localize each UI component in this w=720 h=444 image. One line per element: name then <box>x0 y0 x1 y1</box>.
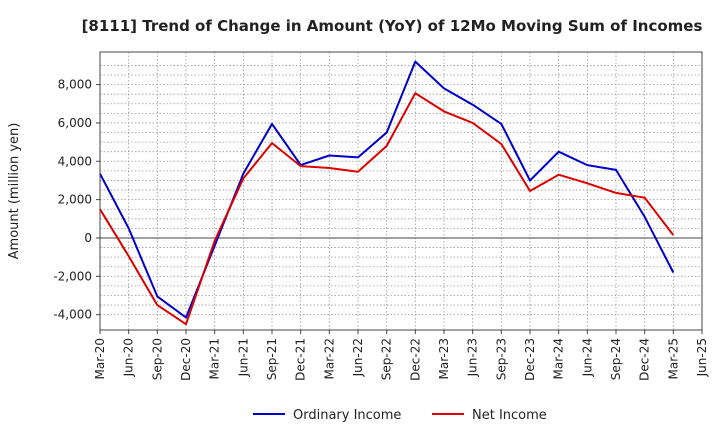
legend-label-ordinary-income: Ordinary Income <box>293 408 401 423</box>
x-tick-label: Dec-21 <box>294 338 308 381</box>
y-tick-label: 0 <box>84 231 92 245</box>
y-tick-label: 8,000 <box>58 78 92 92</box>
x-tick-label: Mar-23 <box>437 338 451 379</box>
x-tick-label: Dec-24 <box>638 338 652 381</box>
series-line-net-income <box>100 93 673 324</box>
x-tick-label: Mar-25 <box>666 338 680 379</box>
x-tick-label: Jun-23 <box>466 338 480 377</box>
y-tick-label: 4,000 <box>58 154 92 168</box>
x-tick-label: Sep-22 <box>380 338 394 380</box>
x-tick-label: Sep-23 <box>494 338 508 380</box>
x-tick-label: Dec-23 <box>523 338 537 381</box>
x-tick-label: Mar-21 <box>208 338 222 379</box>
chart-title: [8111] Trend of Change in Amount (YoY) o… <box>82 17 703 35</box>
x-tick-label: Jun-25 <box>695 338 709 377</box>
x-axis-ticks: Mar-20 Jun-20 Sep-20 Dec-20 Mar-21 Jun-21 Sep-… <box>93 330 709 381</box>
legend: Ordinary Income Net Income <box>253 408 547 423</box>
x-tick-label: Dec-22 <box>408 338 422 381</box>
y-tick-label: -2,000 <box>53 269 92 283</box>
x-tick-label: Sep-20 <box>150 338 164 380</box>
x-tick-label: Mar-24 <box>552 338 566 379</box>
x-tick-label: Mar-20 <box>93 338 107 379</box>
legend-label-net-income: Net Income <box>472 408 547 423</box>
x-tick-label: Jun-22 <box>351 338 365 377</box>
series-points-net-income <box>100 93 673 324</box>
x-tick-label: Jun-24 <box>580 338 594 377</box>
x-tick-label: Jun-20 <box>122 338 136 377</box>
x-tick-label: Sep-24 <box>609 338 623 380</box>
x-tick-label: Mar-22 <box>322 338 336 379</box>
y-axis-ticks: -4,000 -2,000 0 2,000 4,000 6,000 8,000 <box>53 78 100 322</box>
y-tick-label: -4,000 <box>53 308 92 322</box>
y-tick-label: 2,000 <box>58 193 92 207</box>
x-tick-label: Jun-21 <box>236 338 250 377</box>
y-tick-label: 6,000 <box>58 116 92 130</box>
y-axis-label: Amount (million yen) <box>7 123 22 260</box>
x-tick-label: Dec-20 <box>179 338 193 381</box>
x-tick-label: Sep-21 <box>265 338 279 380</box>
